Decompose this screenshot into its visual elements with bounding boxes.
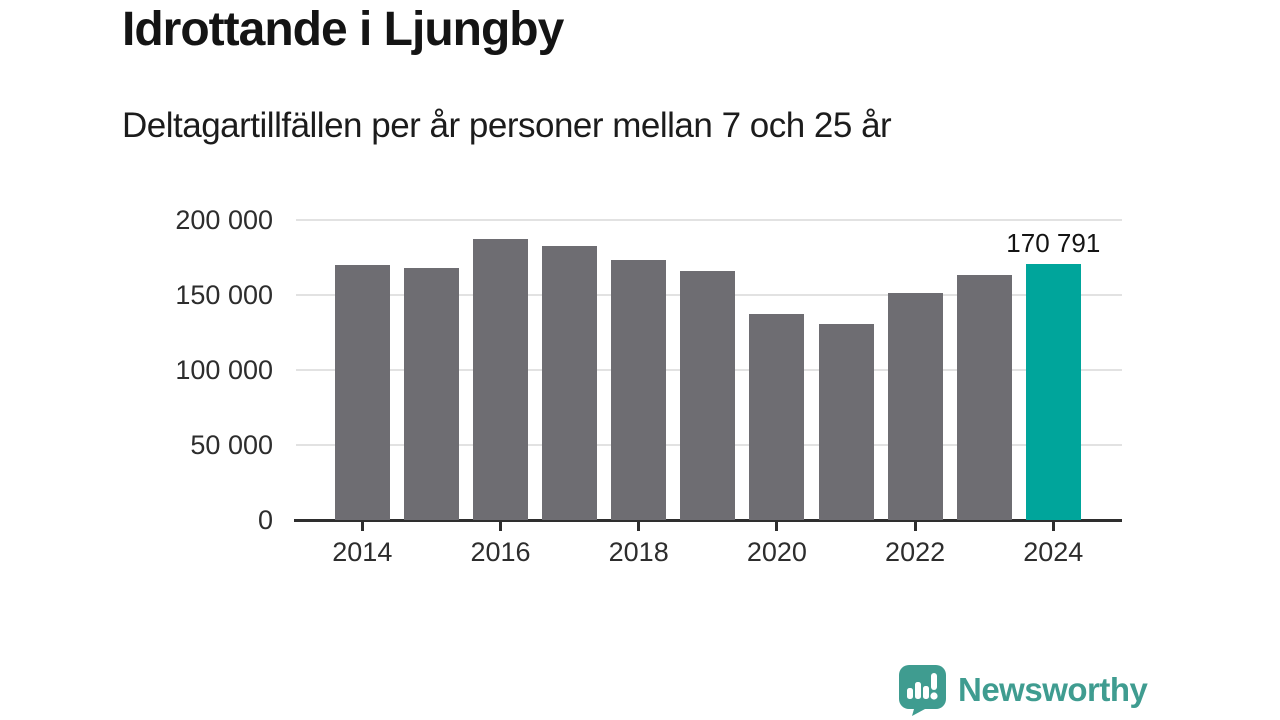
bar-2024	[1025, 263, 1081, 520]
newsworthy-logo: Newsworthy	[898, 664, 1148, 716]
x-axis-tick	[637, 522, 641, 531]
bar-2022	[887, 292, 943, 520]
bar-2014	[334, 265, 390, 520]
x-axis-tick	[775, 522, 779, 531]
bar-2015	[403, 268, 459, 520]
x-axis-tick	[499, 522, 502, 531]
x-axis-tick	[360, 522, 364, 531]
chart-title: Idrottande i Ljungby	[122, 3, 564, 56]
gridline	[296, 219, 1122, 221]
bar-2020	[749, 313, 805, 520]
x-axis-label: 2016	[470, 537, 531, 567]
x-axis-label: 2020	[746, 537, 807, 567]
bar-2021	[818, 323, 874, 520]
bar-2017	[542, 245, 598, 520]
y-axis-label: 100 000	[175, 355, 273, 385]
x-axis-label: 2024	[1023, 537, 1084, 567]
x-axis-line	[294, 519, 1122, 522]
y-axis-label: 200 000	[175, 205, 273, 235]
x-axis-label: 2014	[332, 537, 393, 567]
chart-subtitle: Deltagartillfällen per år personer mella…	[122, 106, 892, 145]
bar-2016	[473, 239, 528, 520]
bar-chart-exclamation-bubble-icon	[899, 665, 946, 716]
y-axis-label: 150 000	[175, 280, 273, 310]
y-axis-label: 50 000	[190, 430, 273, 460]
y-axis-label: 0	[257, 505, 273, 535]
x-axis-label: 2018	[608, 537, 669, 567]
x-axis-tick	[1051, 522, 1055, 531]
x-axis-label: 2022	[885, 537, 946, 567]
bar-2023	[956, 274, 1012, 520]
highlight-value-label: 170 791	[1006, 227, 1101, 258]
bar-2018	[611, 260, 667, 520]
brand-wordmark: Newsworthy	[958, 671, 1148, 708]
x-axis-tick	[913, 522, 917, 531]
bar-2019	[680, 271, 736, 520]
plot-area: 170 791 2014 2016 2018 2020 2022 2024	[294, 219, 1122, 567]
